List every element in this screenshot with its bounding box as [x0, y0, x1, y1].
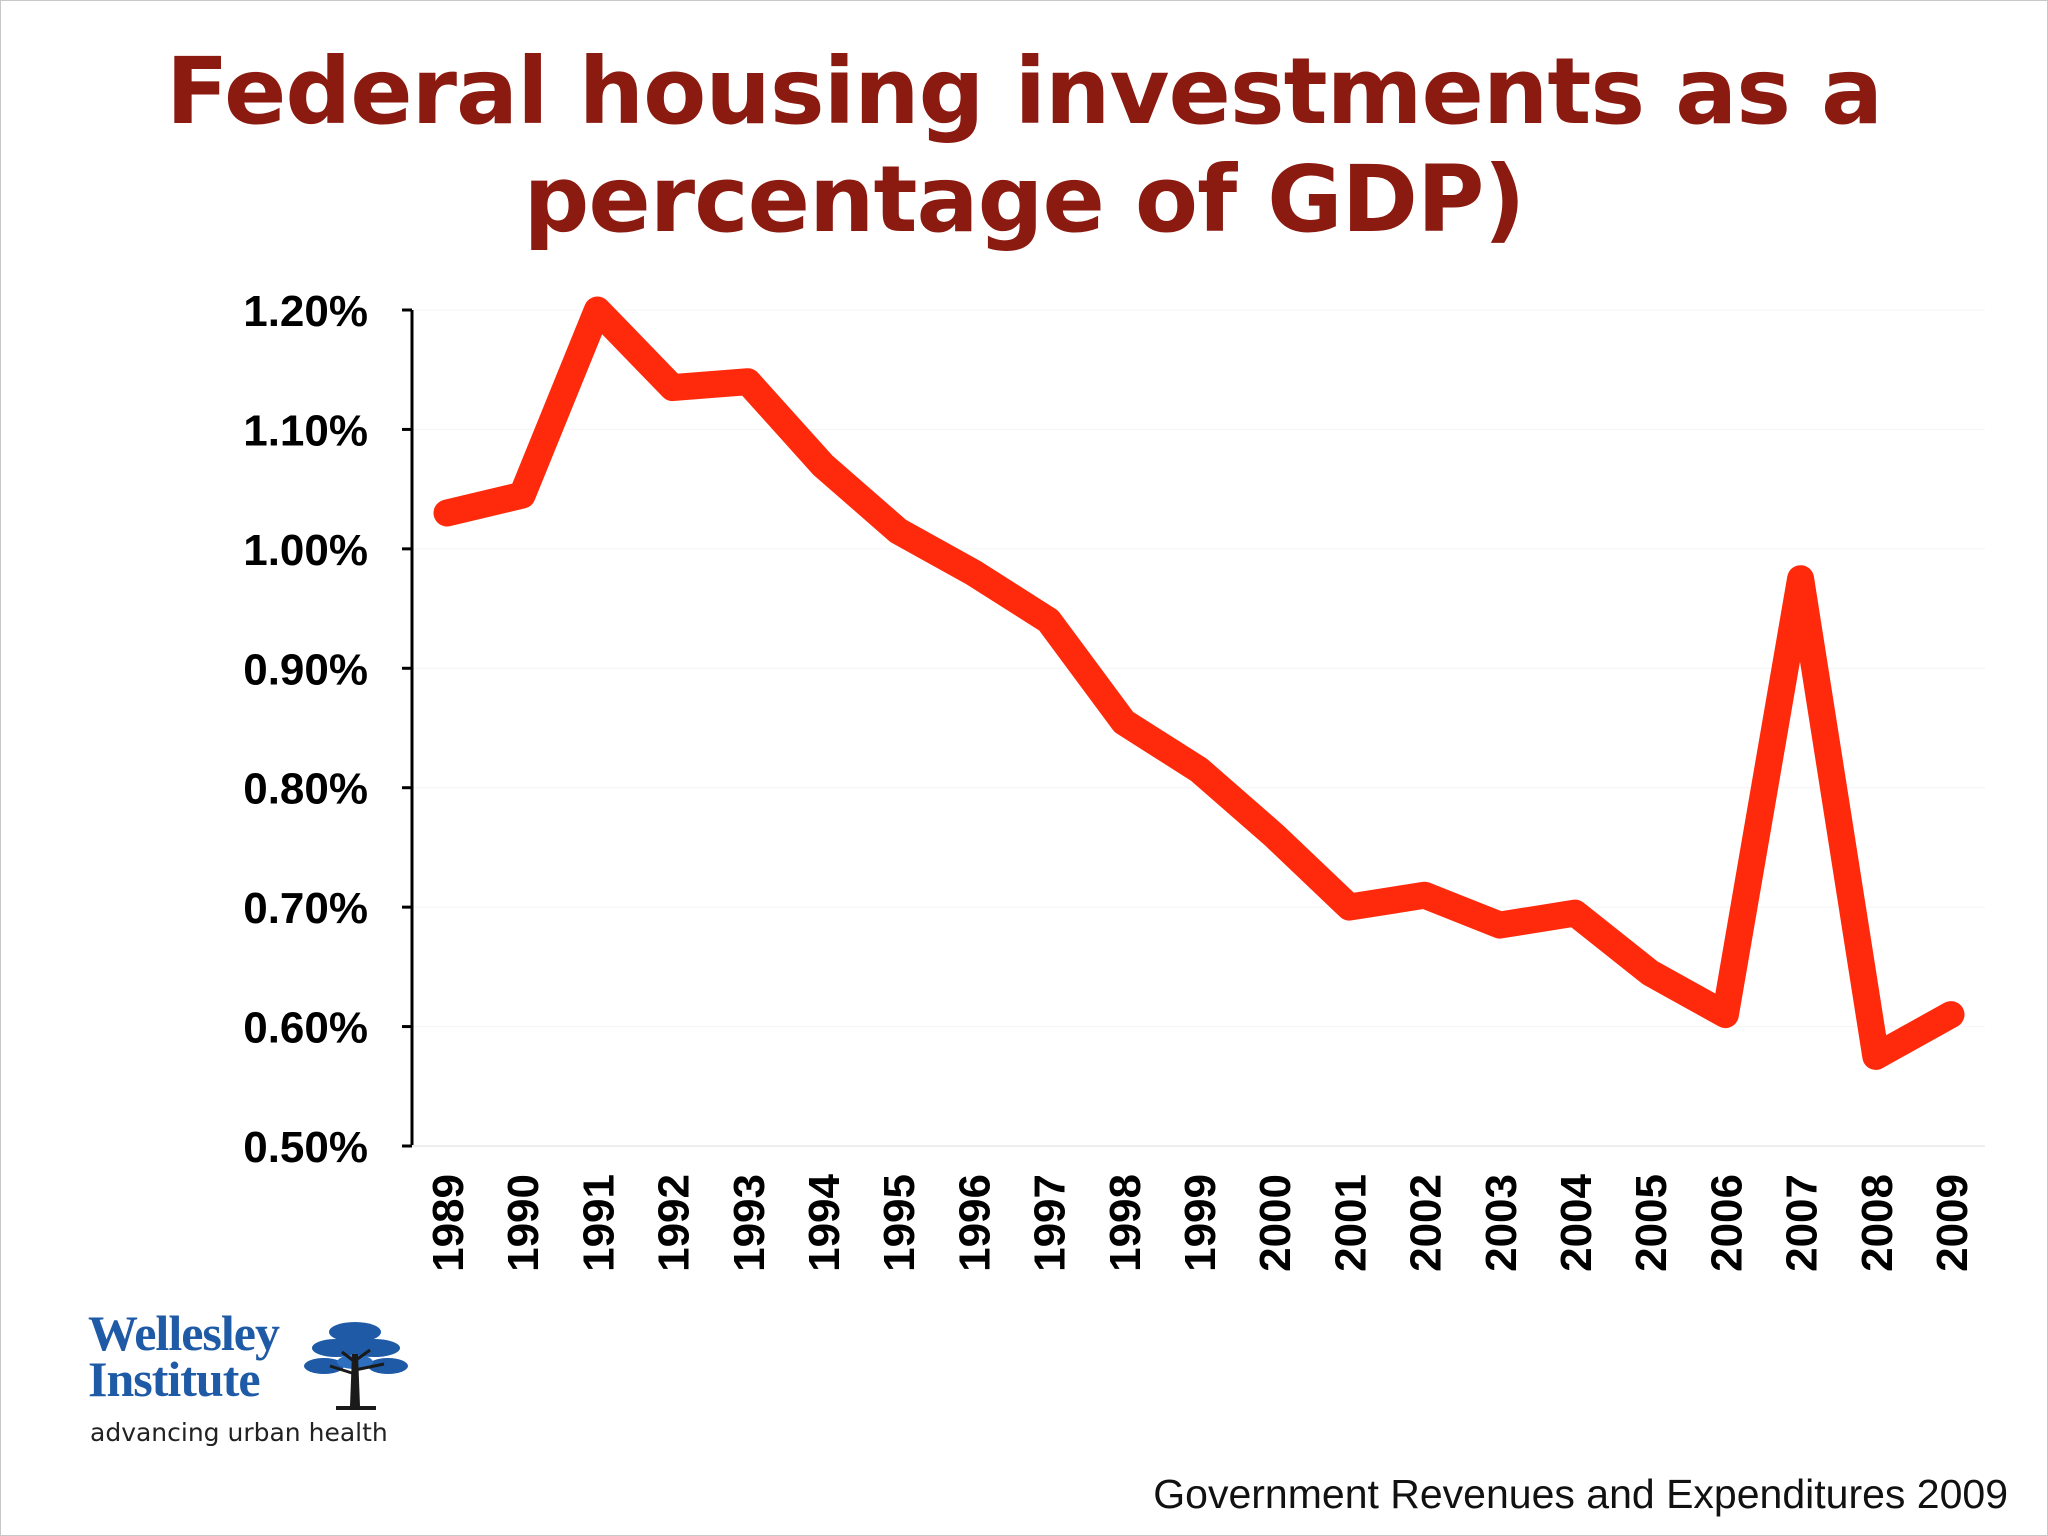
- logo-name-line-2: Institute: [88, 1351, 261, 1407]
- x-tick-label: 2007: [1778, 1174, 1827, 1272]
- data-point: [521, 494, 524, 497]
- data-point: [1198, 768, 1200, 771]
- x-tick-label: 1992: [650, 1174, 699, 1272]
- y-tick-label: 0.60%: [243, 1004, 368, 1053]
- wellesley-institute-logo: Wellesley Institute advancing urban heal…: [88, 1305, 418, 1450]
- title-line-1: Federal housing investments as a: [165, 38, 1883, 145]
- x-tick-label: 1999: [1176, 1174, 1225, 1272]
- data-point: [1122, 721, 1125, 724]
- chart-axes: [410, 309, 1985, 1147]
- y-axis-ticks: 0.50% 0.60% 0.70% 0.80% 0.90% 1.00% 1.10% 1.20%: [243, 287, 412, 1172]
- data-point: [897, 529, 900, 532]
- logo-tagline: advancing urban health: [90, 1418, 388, 1447]
- x-tick-label: 1991: [574, 1174, 623, 1272]
- x-tick-label: 2008: [1853, 1174, 1902, 1272]
- x-tick-label: 1989: [424, 1174, 473, 1272]
- data-point: [1649, 971, 1652, 974]
- y-tick-label: 1.00%: [243, 526, 368, 575]
- x-tick-label: 1993: [725, 1174, 774, 1272]
- data-point: [1950, 1013, 1952, 1016]
- y-tick-label: 0.90%: [243, 645, 368, 694]
- data-point: [446, 512, 448, 515]
- data-point: [1423, 894, 1426, 897]
- x-tick-label: 1994: [800, 1173, 849, 1271]
- data-point: [972, 571, 975, 574]
- x-tick-label: 2005: [1627, 1174, 1676, 1272]
- title-line-2: percentage of GDP): [523, 146, 1525, 253]
- data-point: [746, 380, 749, 383]
- y-tick-label: 1.20%: [243, 287, 368, 336]
- data-point: [1724, 1013, 1727, 1016]
- y-tick-label: 0.80%: [243, 765, 368, 814]
- data-point: [1273, 834, 1276, 837]
- x-tick-label: 1990: [499, 1174, 548, 1272]
- series-line: [433, 296, 1965, 1070]
- x-tick-label: 1998: [1101, 1174, 1150, 1272]
- data-point: [1498, 924, 1501, 927]
- x-tick-label: 1995: [875, 1174, 924, 1272]
- source-note: Government Revenues and Expenditures 200…: [1153, 1471, 2008, 1517]
- x-tick-label: 2004: [1552, 1173, 1601, 1271]
- data-point: [671, 386, 674, 389]
- series-layer: [433, 296, 1965, 1070]
- y-tick-label: 0.50%: [243, 1123, 368, 1172]
- data-point: [1799, 577, 1802, 580]
- chart-title: Federal housing investments as a percent…: [0, 38, 2048, 254]
- x-tick-label: 1997: [1026, 1174, 1075, 1272]
- x-tick-label: 2003: [1477, 1174, 1526, 1272]
- data-point: [1574, 912, 1576, 915]
- x-tick-label: 2009: [1928, 1174, 1977, 1272]
- y-tick-label: 0.70%: [243, 884, 368, 933]
- logo-name-line-1: Wellesley: [88, 1305, 280, 1361]
- data-point: [596, 309, 599, 311]
- tree-icon: [304, 1322, 408, 1410]
- data-point: [822, 464, 824, 467]
- data-point: [1348, 906, 1351, 909]
- x-tick-label: 2002: [1402, 1174, 1451, 1272]
- y-tick-label: 1.10%: [243, 406, 368, 455]
- x-tick-label: 2001: [1326, 1174, 1375, 1272]
- data-point: [1874, 1055, 1877, 1058]
- x-tick-label: 2006: [1702, 1174, 1751, 1272]
- x-tick-label: 2000: [1251, 1174, 1300, 1272]
- logo-name: Wellesley Institute: [88, 1305, 280, 1407]
- x-tick-label: 1996: [950, 1174, 999, 1272]
- data-point: [1047, 619, 1050, 622]
- x-axis-ticks: 1989 1990 1991 1992 1993 1994 1995 1996 1997 1998…: [424, 1173, 1977, 1271]
